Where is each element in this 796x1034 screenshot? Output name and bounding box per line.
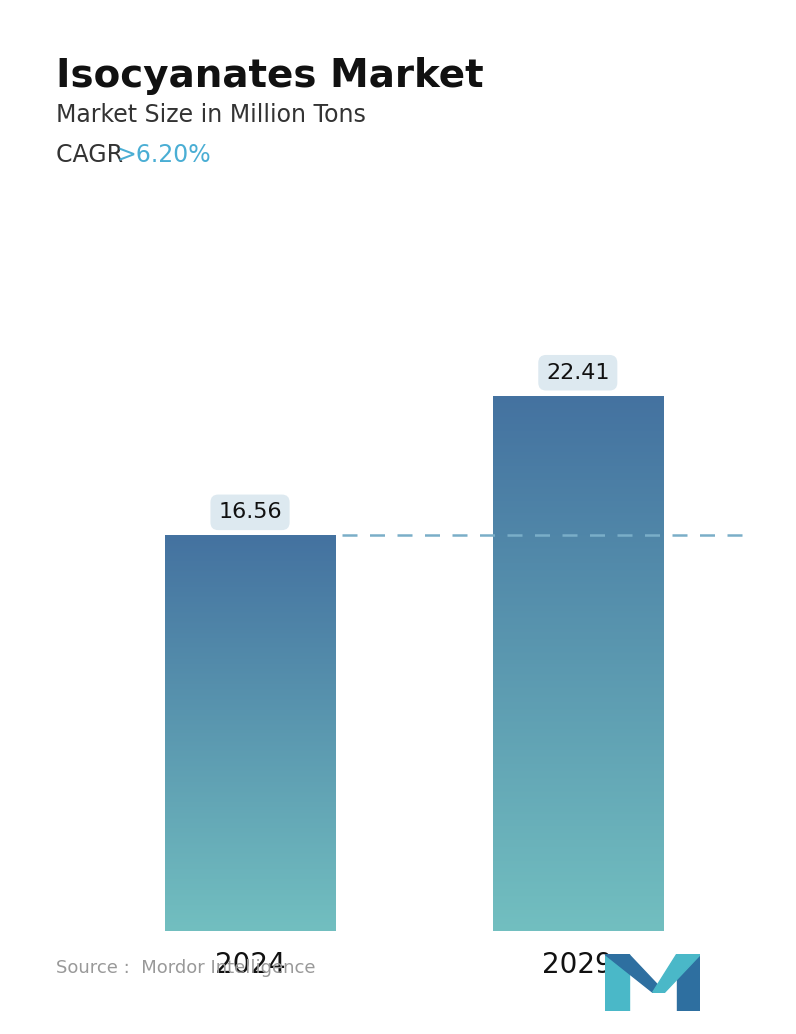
Polygon shape (605, 954, 665, 993)
Polygon shape (605, 954, 629, 1011)
Text: 22.41: 22.41 (546, 363, 610, 383)
Text: Isocyanates Market: Isocyanates Market (56, 57, 483, 95)
Text: CAGR: CAGR (56, 143, 131, 166)
Polygon shape (653, 954, 700, 993)
Text: >6.20%: >6.20% (116, 143, 211, 166)
Text: 16.56: 16.56 (218, 503, 282, 522)
Text: Market Size in Million Tons: Market Size in Million Tons (56, 103, 365, 127)
Polygon shape (677, 954, 700, 1011)
Text: Source :  Mordor Intelligence: Source : Mordor Intelligence (56, 960, 315, 977)
